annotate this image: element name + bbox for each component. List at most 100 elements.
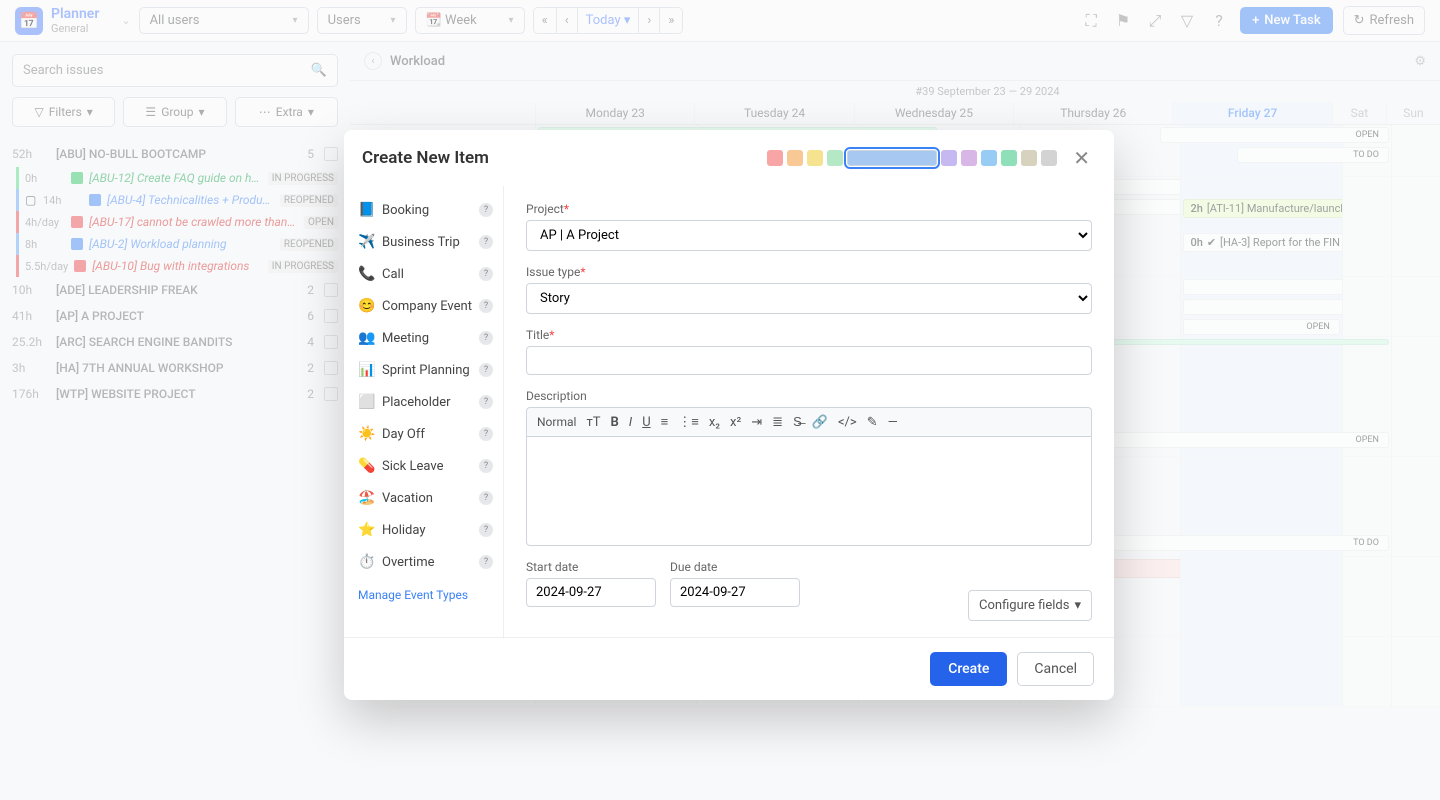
- description-textarea[interactable]: [526, 436, 1092, 546]
- cancel-button[interactable]: Cancel: [1017, 652, 1094, 686]
- bold-icon[interactable]: B: [610, 415, 618, 430]
- color-swatch[interactable]: [1021, 150, 1037, 166]
- indent-icon[interactable]: ⇥: [751, 415, 762, 430]
- color-swatch[interactable]: [981, 150, 997, 166]
- event-type-item[interactable]: 📊Sprint Planning?: [344, 354, 503, 386]
- flag-icon[interactable]: ⚑: [1112, 10, 1134, 32]
- event-type-item[interactable]: 😊Company Event?: [344, 290, 503, 322]
- app-title[interactable]: Planner General: [51, 6, 99, 35]
- color-swatch[interactable]: [1001, 150, 1017, 166]
- project-row[interactable]: 25.2h[ARC] SEARCH ENGINE BANDITS4: [12, 329, 338, 355]
- app-chevron-icon[interactable]: ⌄: [121, 14, 130, 27]
- align-icon[interactable]: ≣: [772, 415, 783, 430]
- task-bar[interactable]: 0h ✔ [HA-3] Report for the FIN DEPTOPEN: [1183, 233, 1440, 252]
- help-icon[interactable]: ?: [479, 427, 493, 441]
- color-swatch[interactable]: [1041, 150, 1057, 166]
- nav-last[interactable]: »: [660, 8, 682, 33]
- hr-icon[interactable]: —: [888, 415, 898, 430]
- expand-icon[interactable]: ⤢: [1144, 10, 1166, 32]
- filters-button[interactable]: ▽ Filters ▾: [12, 97, 115, 127]
- nav-today[interactable]: Today ▾: [578, 8, 640, 33]
- close-icon[interactable]: ✕: [1067, 144, 1096, 172]
- underline-icon[interactable]: U: [642, 415, 650, 430]
- event-type-item[interactable]: ⭐Holiday?: [344, 514, 503, 546]
- project-row[interactable]: 10h[ADE] LEADERSHIP FREAK2: [12, 277, 338, 303]
- refresh-button[interactable]: ↻ Refresh: [1343, 6, 1425, 35]
- issue-row[interactable]: 8h[ABU-2] Workload planningREOPENED: [16, 233, 338, 255]
- color-swatch[interactable]: [767, 150, 783, 166]
- event-type-item[interactable]: ✈️Business Trip?: [344, 226, 503, 258]
- help-icon[interactable]: ?: [479, 267, 493, 281]
- code-icon[interactable]: </>: [838, 415, 857, 430]
- filter-icon[interactable]: ▽: [1176, 10, 1198, 32]
- gear-icon[interactable]: ⚙: [1414, 54, 1426, 69]
- color-swatch[interactable]: [961, 150, 977, 166]
- help-icon[interactable]: ?: [479, 555, 493, 569]
- scan-icon[interactable]: ⛶: [1080, 10, 1102, 32]
- manage-event-types-link[interactable]: Manage Event Types: [344, 578, 503, 612]
- event-type-item[interactable]: 🏖️Vacation?: [344, 482, 503, 514]
- event-type-item[interactable]: ☀️Day Off?: [344, 418, 503, 450]
- project-row[interactable]: 176h[WTP] WEBSITE PROJECT2: [12, 381, 338, 407]
- help-icon[interactable]: ?: [1208, 10, 1230, 32]
- extra-button[interactable]: ⋯ Extra ▾: [235, 97, 338, 127]
- italic-icon[interactable]: I: [629, 415, 632, 430]
- color-swatch[interactable]: [827, 150, 843, 166]
- ol-icon[interactable]: ≡: [661, 414, 669, 430]
- nav-next[interactable]: ›: [639, 8, 660, 33]
- event-type-item[interactable]: ⬜Placeholder?: [344, 386, 503, 418]
- project-row[interactable]: 41h[AP] A PROJECT6: [12, 303, 338, 329]
- project-row[interactable]: 3h[HA] 7TH ANNUAL WORKSHOP2: [12, 355, 338, 381]
- link-icon[interactable]: 🔗: [812, 415, 828, 430]
- subscript-icon[interactable]: x₂: [709, 415, 720, 430]
- due-date-input[interactable]: [670, 578, 800, 607]
- task-bar[interactable]: OPEN: [1160, 127, 1389, 143]
- issue-row[interactable]: 4h/day[ABU-17] cannot be crawled more th…: [16, 211, 338, 233]
- fontsize-icon[interactable]: тT: [586, 415, 600, 430]
- new-task-button[interactable]: + New Task: [1240, 7, 1333, 34]
- title-input[interactable]: [526, 346, 1092, 375]
- task-bar[interactable]: OPEN: [1183, 319, 1339, 335]
- search-input[interactable]: [23, 63, 311, 78]
- users-select[interactable]: Users▾: [317, 7, 407, 34]
- issue-row[interactable]: 5.5h/day[ABU-10] Bug with integrationsIN…: [16, 255, 338, 277]
- event-type-item[interactable]: 💊Sick Leave?: [344, 450, 503, 482]
- strike-icon[interactable]: S̶: [793, 414, 802, 430]
- help-icon[interactable]: ?: [479, 235, 493, 249]
- help-icon[interactable]: ?: [479, 459, 493, 473]
- task-bar[interactable]: 2h [ATI-11] Manufacture/launch. ...REOPE…: [1183, 199, 1440, 218]
- project-row[interactable]: 52h[ABU] NO-BULL BOOTCAMP5: [12, 141, 338, 167]
- nav-prev[interactable]: ‹: [557, 8, 578, 33]
- event-type-item[interactable]: 📘Booking?: [344, 194, 503, 226]
- help-icon[interactable]: ?: [479, 523, 493, 537]
- task-bar[interactable]: TO DO: [1237, 147, 1389, 163]
- task-bar[interactable]: TO DO: [1183, 299, 1440, 315]
- superscript-icon[interactable]: x²: [730, 415, 741, 430]
- color-swatch[interactable]: [847, 150, 937, 166]
- collapse-icon[interactable]: ‹: [364, 52, 382, 70]
- help-icon[interactable]: ?: [479, 203, 493, 217]
- create-button[interactable]: Create: [930, 652, 1007, 686]
- event-type-item[interactable]: 👥Meeting?: [344, 322, 503, 354]
- color-swatch[interactable]: [941, 150, 957, 166]
- format-normal[interactable]: Normal: [537, 415, 576, 429]
- issue-row[interactable]: ▢14h[ABU-4] Technicalities + Product Dev…: [16, 189, 338, 211]
- help-icon[interactable]: ?: [479, 363, 493, 377]
- configure-fields-button[interactable]: Configure fields ▾: [968, 590, 1092, 621]
- all-users-select[interactable]: All users▾: [139, 7, 309, 34]
- week-select[interactable]: 📆 Week▾: [415, 7, 525, 34]
- help-icon[interactable]: ?: [479, 299, 493, 313]
- event-type-item[interactable]: ⏱️Overtime?: [344, 546, 503, 578]
- issue-row[interactable]: 0h[ABU-12] Create FAQ guide on how to ..…: [16, 167, 338, 189]
- help-icon[interactable]: ?: [479, 331, 493, 345]
- help-icon[interactable]: ?: [479, 395, 493, 409]
- project-select[interactable]: AP | A Project: [526, 220, 1092, 251]
- task-bar[interactable]: OPEN: [1183, 279, 1440, 295]
- help-icon[interactable]: ?: [479, 491, 493, 505]
- group-button[interactable]: ☰ Group ▾: [123, 97, 226, 127]
- event-type-item[interactable]: 📞Call?: [344, 258, 503, 290]
- color-icon[interactable]: ✎: [867, 415, 878, 430]
- color-swatch[interactable]: [807, 150, 823, 166]
- start-date-input[interactable]: [526, 578, 656, 607]
- nav-first[interactable]: «: [534, 8, 557, 33]
